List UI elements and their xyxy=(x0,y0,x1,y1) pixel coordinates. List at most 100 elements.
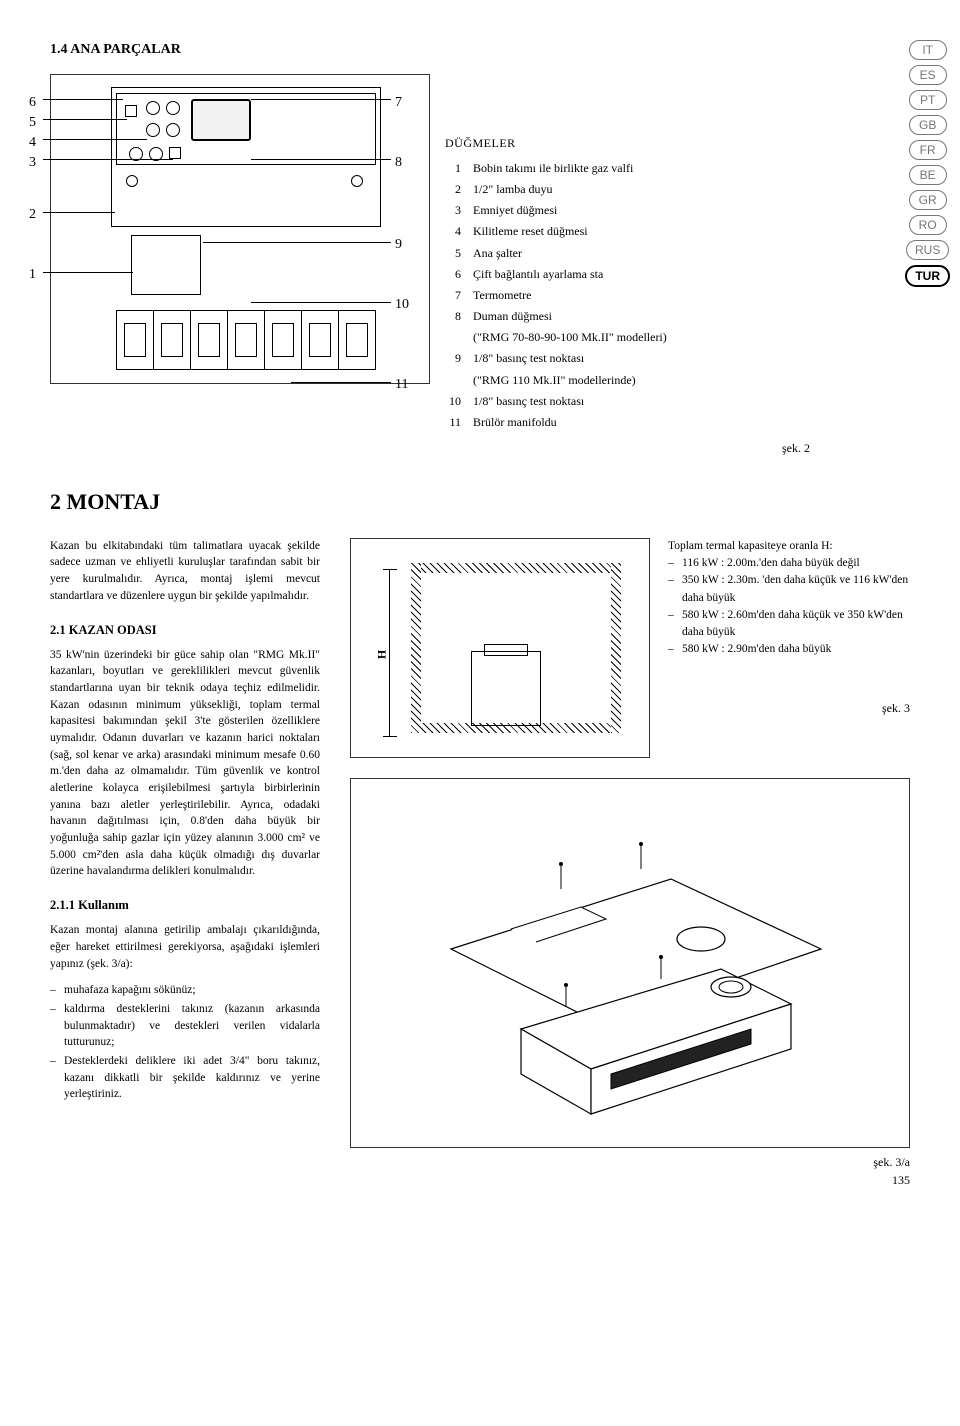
legend-number: 6 xyxy=(447,265,471,284)
callout-2: 2 xyxy=(29,205,36,225)
burner-manifold xyxy=(116,310,376,370)
isometric-boiler-illustration xyxy=(411,819,841,1119)
lang-tab-es[interactable]: ES xyxy=(909,65,947,85)
callout-7: 7 xyxy=(395,93,402,113)
legend-number: 10 xyxy=(447,392,471,411)
section-1-4-title: 1.4 ANA PARÇALAR xyxy=(50,40,910,60)
legend-row: 5Ana şalter xyxy=(447,244,667,263)
subsection-2-1-1-title: 2.1.1 Kullanım xyxy=(50,896,320,914)
knob-icon xyxy=(129,147,143,161)
knob-icon xyxy=(146,123,160,137)
knob-icon xyxy=(166,123,180,137)
screw-icon xyxy=(351,175,363,187)
gas-valve-block xyxy=(131,235,201,295)
kullanim-item: muhafaza kapağını sökünüz; xyxy=(50,982,320,999)
subsection-2-1-1-text: 2.1.1 Kullanım xyxy=(50,898,129,912)
legend-row: ("RMG 110 Mk.II" modellerinde) xyxy=(447,371,667,390)
boiler-in-room xyxy=(471,651,541,726)
legend-text: ("RMG 70-80-90-100 Mk.II" modelleri) xyxy=(473,328,667,347)
kullanim-intro-paragraph: Kazan montaj alanına getirilip ambalajı … xyxy=(50,922,320,972)
figure-3-box: H xyxy=(350,538,650,758)
capacity-item: 580 kW : 2.90m'den daha büyük xyxy=(668,641,910,658)
chapter-2-heading: 2 MONTAJ xyxy=(50,487,910,518)
legend-row: 3Emniyet düğmesi xyxy=(447,201,667,220)
lang-tab-gb[interactable]: GB xyxy=(909,115,947,135)
legend-row: 101/8" basınç test noktası xyxy=(447,392,667,411)
legend-number: 1 xyxy=(447,159,471,178)
screw-icon xyxy=(126,175,138,187)
button-icon xyxy=(169,147,181,159)
two-column-layout: Kazan bu elkitabındaki tüm talimatlara u… xyxy=(50,538,910,1171)
montaj-intro-paragraph: Kazan bu elkitabındaki tüm talimatlara u… xyxy=(50,538,320,605)
lang-tab-pt[interactable]: PT xyxy=(909,90,947,110)
legend-row: 7Termometre xyxy=(447,286,667,305)
legend-number: 5 xyxy=(447,244,471,263)
capacity-list: Toplam termal kapasiteye oranla H: 116 k… xyxy=(668,538,910,717)
lang-tab-fr[interactable]: FR xyxy=(909,140,947,160)
legend-row: 21/2" lamba duyu xyxy=(447,180,667,199)
legend-number: 8 xyxy=(447,307,471,326)
lang-tab-tur[interactable]: TUR xyxy=(905,265,950,287)
legend-row: 8Duman düğmesi xyxy=(447,307,667,326)
legend-row: ("RMG 70-80-90-100 Mk.II" modelleri) xyxy=(447,328,667,347)
legend-number: 11 xyxy=(447,413,471,432)
knob-icon xyxy=(166,101,180,115)
chapter-2-text: 2 MONTAJ xyxy=(50,489,160,514)
button-icon xyxy=(125,105,137,117)
callout-3: 3 xyxy=(29,153,36,173)
legend-number xyxy=(447,371,471,390)
legend-text: 1/8" basınç test noktası xyxy=(473,349,667,368)
legend-text: Emniyet düğmesi xyxy=(473,201,667,220)
figure-3-label: şek. 3 xyxy=(668,699,910,717)
legend-text: ("RMG 110 Mk.II" modellerinde) xyxy=(473,371,667,390)
language-tabs: IT ES PT GB FR BE GR RO RUS TUR xyxy=(905,40,950,287)
legend-number: 4 xyxy=(447,222,471,241)
legend-number: 2 xyxy=(447,180,471,199)
lang-tab-gr[interactable]: GR xyxy=(909,190,947,210)
lang-tab-rus[interactable]: RUS xyxy=(906,240,949,260)
callout-6: 6 xyxy=(29,93,36,113)
right-figures-column: H Toplam termal kapasiteye oranla H: 116… xyxy=(350,538,910,1171)
legend-row: 91/8" basınç test noktası xyxy=(447,349,667,368)
capacity-item: 580 kW : 2.60m'den daha küçük ve 350 kW'… xyxy=(668,607,910,642)
legend-number xyxy=(447,328,471,347)
legend-text: Ana şalter xyxy=(473,244,667,263)
subsection-2-1-title: 2.1 KAZAN ODASI xyxy=(50,621,320,639)
figure-2-row: 6 5 4 3 2 1 7 8 9 10 11 xyxy=(50,74,910,435)
lang-tab-it[interactable]: IT xyxy=(909,40,947,60)
dimension-h: H xyxy=(383,569,397,737)
legend-list: DÜĞMELER 1Bobin takımı ile birlikte gaz … xyxy=(445,134,669,435)
kazan-odasi-paragraph: 35 kW'nin üzerindeki bir güce sahip olan… xyxy=(50,647,320,880)
legend-text: Çift bağlantılı ayarlama sta xyxy=(473,265,667,284)
capacity-item: 350 kW : 2.30m. 'den daha küçük ve 116 k… xyxy=(668,572,910,607)
callout-8: 8 xyxy=(395,153,402,173)
capacity-item: 116 kW : 2.00m.'den daha büyük değil xyxy=(668,555,910,572)
boiler-schematic: 6 5 4 3 2 1 7 8 9 10 11 xyxy=(50,74,430,384)
figure-2-label: şek. 2 xyxy=(50,440,810,457)
lang-tab-be[interactable]: BE xyxy=(909,165,947,185)
kullanim-item: kaldırma desteklerini takınız (kazanın a… xyxy=(50,1001,320,1051)
legend-table: 1Bobin takımı ile birlikte gaz valfi 21/2… xyxy=(445,157,669,434)
capacity-title: Toplam termal kapasiteye oranla H: xyxy=(668,538,910,555)
kullanim-list: muhafaza kapağını sökünüz; kaldırma deste… xyxy=(50,982,320,1103)
callout-11: 11 xyxy=(395,375,408,395)
figure-3a-label: şek. 3/a xyxy=(350,1154,910,1171)
section-1-4-text: 1.4 ANA PARÇALAR xyxy=(50,42,181,57)
kullanim-item: Desteklerdeki deliklere iki adet 3/4" bo… xyxy=(50,1053,320,1103)
display-screen xyxy=(191,99,251,141)
lang-tab-ro[interactable]: RO xyxy=(909,215,947,235)
dimension-h-label: H xyxy=(373,650,390,659)
legend-text: 1/8" basınç test noktası xyxy=(473,392,667,411)
callout-9: 9 xyxy=(395,235,402,255)
legend-row: 1Bobin takımı ile birlikte gaz valfi xyxy=(447,159,667,178)
legend-title: DÜĞMELER xyxy=(445,134,669,153)
callout-1: 1 xyxy=(29,265,36,285)
knob-icon xyxy=(149,147,163,161)
legend-text: Kilitleme reset düğmesi xyxy=(473,222,667,241)
left-text-column: Kazan bu elkitabındaki tüm talimatlara u… xyxy=(50,538,320,1171)
knob-icon xyxy=(146,101,160,115)
figure-3a-box xyxy=(350,778,910,1148)
legend-text: Termometre xyxy=(473,286,667,305)
page-number: 135 xyxy=(892,1172,910,1189)
legend-number: 3 xyxy=(447,201,471,220)
